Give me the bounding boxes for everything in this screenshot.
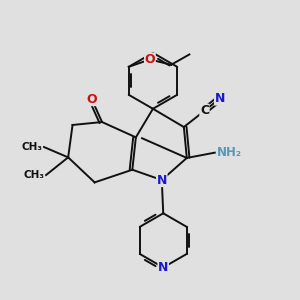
Text: N: N [157,173,167,187]
Text: N: N [158,261,168,274]
Text: O: O [86,93,97,106]
Text: N: N [214,92,225,105]
Text: C: C [200,104,209,117]
Text: O: O [145,53,155,66]
Text: CH₃: CH₃ [22,142,43,152]
Text: NH₂: NH₂ [217,146,242,159]
Text: CH₃: CH₃ [24,170,45,180]
